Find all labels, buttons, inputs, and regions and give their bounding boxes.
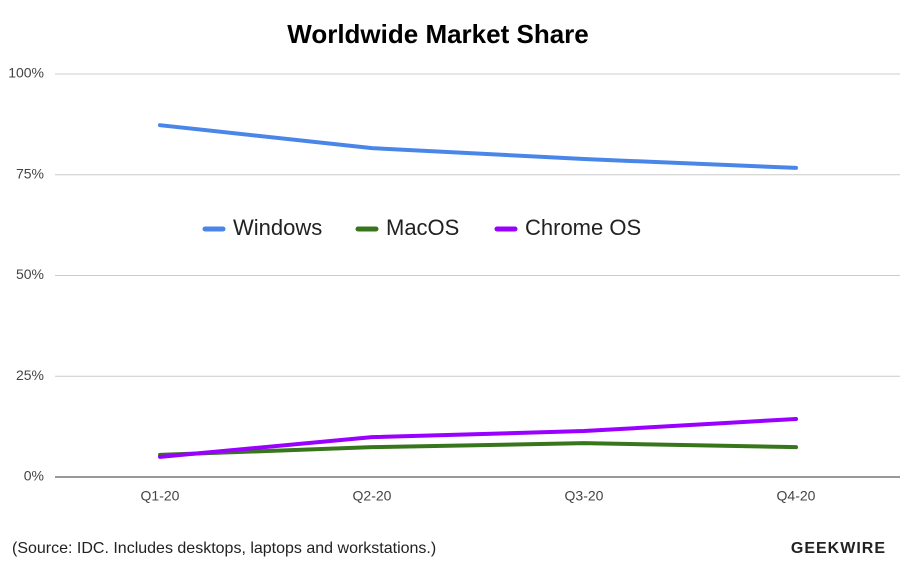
brand: GEEKWIRE	[791, 540, 886, 557]
series-line	[158, 441, 798, 457]
y-tick-label: 0%	[24, 468, 44, 484]
source-note: (Source: IDC. Includes desktops, laptops…	[12, 540, 436, 557]
x-tick-label: Q1-20	[141, 488, 180, 504]
y-tick-label: 75%	[16, 165, 44, 181]
y-tick-label: 50%	[16, 266, 44, 282]
y-tick-label: 100%	[8, 65, 44, 81]
legend-label: Chrome OS	[525, 215, 641, 240]
legend-label: MacOS	[386, 215, 459, 240]
legend-label: Windows	[233, 215, 322, 240]
chart-title: Worldwide Market Share	[287, 19, 589, 49]
y-tick-label: 25%	[16, 367, 44, 383]
x-tick-label: Q4-20	[777, 488, 816, 504]
series-line	[158, 416, 798, 459]
series-line	[158, 123, 798, 170]
x-tick-label: Q2-20	[353, 488, 392, 504]
x-tick-label: Q3-20	[565, 488, 604, 504]
